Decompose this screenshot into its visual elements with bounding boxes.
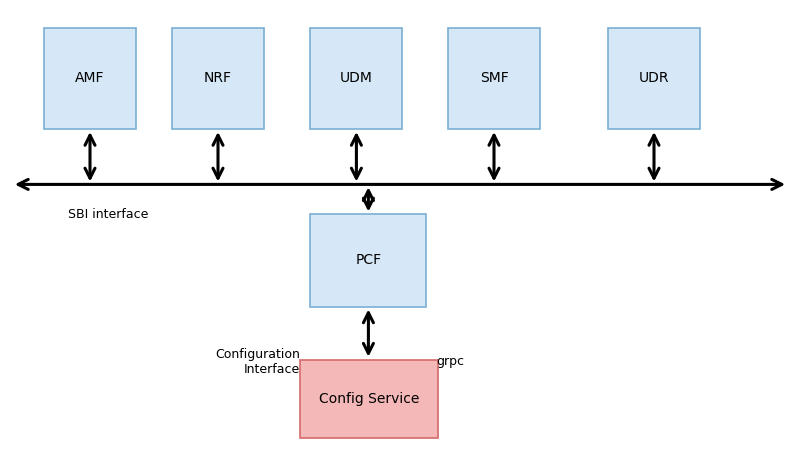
FancyBboxPatch shape	[608, 28, 700, 129]
FancyBboxPatch shape	[448, 28, 540, 129]
Text: SBI interface: SBI interface	[68, 208, 148, 221]
FancyBboxPatch shape	[300, 360, 438, 438]
Text: AMF: AMF	[75, 71, 105, 85]
Text: grpc: grpc	[436, 355, 464, 368]
FancyBboxPatch shape	[310, 28, 402, 129]
Text: NRF: NRF	[204, 71, 232, 85]
Text: PCF: PCF	[355, 254, 382, 267]
FancyBboxPatch shape	[310, 214, 426, 307]
Text: SMF: SMF	[480, 71, 508, 85]
Text: UDM: UDM	[340, 71, 373, 85]
FancyBboxPatch shape	[172, 28, 264, 129]
Text: Config Service: Config Service	[318, 392, 419, 406]
Text: UDR: UDR	[638, 71, 670, 85]
FancyBboxPatch shape	[44, 28, 136, 129]
Text: Configuration
Interface: Configuration Interface	[215, 348, 300, 376]
